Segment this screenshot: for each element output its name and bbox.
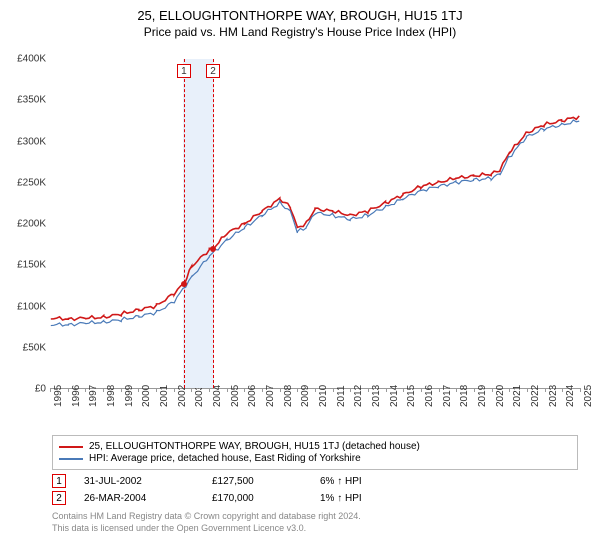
y-axis-label: £200K (10, 219, 46, 230)
data-point-dot (210, 246, 216, 252)
data-row: 2 26-MAR-2004 £170,000 1% ↑ HPI (52, 491, 578, 505)
chart-lines (50, 59, 580, 388)
legend-swatch (59, 446, 83, 448)
y-axis-label: £0 (10, 384, 46, 395)
data-row-price: £127,500 (212, 476, 302, 487)
data-point-dot (181, 281, 187, 287)
footer-line-2: This data is licensed under the Open Gov… (52, 523, 578, 535)
footer-line-1: Contains HM Land Registry data © Crown c… (52, 511, 578, 523)
series-line-prop (51, 116, 579, 320)
data-row-price: £170,000 (212, 493, 302, 504)
data-row-delta: 1% ↑ HPI (320, 493, 362, 504)
footer-attribution: Contains HM Land Registry data © Crown c… (52, 511, 578, 534)
y-axis-label: £100K (10, 301, 46, 312)
legend-row: 25, ELLOUGHTONTHORPE WAY, BROUGH, HU15 1… (59, 441, 571, 452)
legend-row: HPI: Average price, detached house, East… (59, 453, 571, 464)
chart-container: 25, ELLOUGHTONTHORPE WAY, BROUGH, HU15 1… (0, 0, 600, 546)
y-axis-label: £350K (10, 95, 46, 106)
data-row-date: 26-MAR-2004 (84, 493, 194, 504)
data-row: 1 31-JUL-2002 £127,500 6% ↑ HPI (52, 474, 578, 488)
data-point-rows: 1 31-JUL-2002 £127,500 6% ↑ HPI 2 26-MAR-2004… (52, 474, 578, 505)
y-axis-label: £400K (10, 54, 46, 65)
y-axis-label: £250K (10, 177, 46, 188)
chart-title: 25, ELLOUGHTONTHORPE WAY, BROUGH, HU15 1… (10, 8, 590, 23)
chart-area: £0 £50K £100K £150K £200K £250K £300K £350K £400… (10, 49, 590, 429)
data-row-date: 31-JUL-2002 (84, 476, 194, 487)
legend-label: 25, ELLOUGHTONTHORPE WAY, BROUGH, HU15 1… (89, 441, 420, 452)
x-axis-label: 2025 (583, 377, 594, 407)
data-row-marker: 2 (52, 491, 66, 505)
legend-swatch (59, 458, 83, 460)
chart-subtitle: Price paid vs. HM Land Registry's House … (10, 25, 590, 39)
y-axis-label: £50K (10, 342, 46, 353)
legend-label: HPI: Average price, detached house, East… (89, 453, 361, 464)
legend: 25, ELLOUGHTONTHORPE WAY, BROUGH, HU15 1… (52, 435, 578, 470)
y-axis-label: £150K (10, 260, 46, 271)
data-row-marker: 1 (52, 474, 66, 488)
data-row-delta: 6% ↑ HPI (320, 476, 362, 487)
plot-region: £0£50K£100K£150K£200K£250K£300K£350K£400… (50, 59, 580, 389)
y-axis-label: £300K (10, 136, 46, 147)
series-line-hpi (51, 120, 579, 326)
